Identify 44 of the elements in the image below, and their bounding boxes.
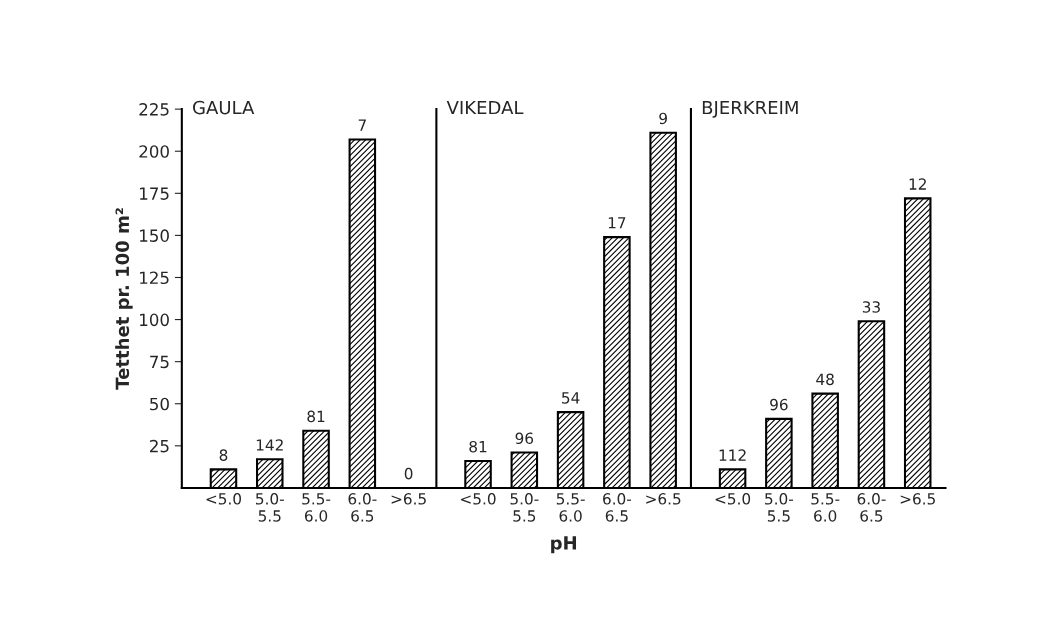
chart-title: BJERKREIM (702, 100, 798, 118)
annotation: 112 (719, 449, 746, 461)
y-axis-title: Tetthet pr. 100 m² (115, 208, 133, 390)
x-tick-label: 6.0- 6.5 (603, 493, 632, 522)
x-tick-label: 5.0- 5.5 (765, 493, 794, 522)
annotation: 81 (469, 440, 487, 453)
x-tick-label: >6.5 (900, 493, 935, 505)
annotation: 12 (909, 178, 926, 190)
x-tick-label: 5.5- 6.0 (811, 493, 840, 522)
x-axis-title: pH (551, 536, 577, 554)
x-tick-label: 5.5- 6.0 (302, 493, 331, 522)
y-tick-label: 150 (140, 229, 169, 242)
x-tick-label: <5.0 (206, 493, 242, 505)
x-tick-label: 5.0- 5.5 (256, 493, 284, 522)
annotation: 81 (307, 410, 325, 423)
y-tick-label: 75 (150, 355, 169, 369)
y-tick-label: 125 (140, 271, 169, 285)
annotation: 9 (659, 112, 667, 125)
x-tick-label: 6.0- 6.5 (348, 493, 377, 522)
annotation: 7 (358, 119, 366, 131)
y-tick-label: 100 (140, 313, 169, 327)
annotation: 142 (256, 439, 283, 451)
y-tick-label: 225 (139, 103, 169, 116)
annotation: 96 (770, 398, 788, 411)
chart-title: VIKEDAL (446, 100, 524, 115)
x-tick-label: 5.5- 6.0 (556, 493, 585, 522)
y-tick-label: 200 (139, 145, 169, 158)
annotation: 0 (404, 467, 413, 480)
annotation: 17 (608, 217, 626, 229)
annotation: 48 (816, 373, 834, 386)
chart-title: GAULA (193, 100, 255, 115)
x-tick-label: 5.0- 5.5 (510, 493, 539, 522)
annotation: 96 (515, 432, 534, 445)
x-tick-label: <5.0 (461, 493, 496, 505)
x-tick-label: 6.0- 6.5 (857, 493, 886, 522)
x-tick-label: <5.0 (715, 493, 751, 505)
x-tick-label: >6.5 (391, 493, 426, 505)
y-tick-label: 175 (140, 187, 169, 200)
x-tick-label: >6.5 (646, 493, 681, 505)
annotation: 54 (562, 392, 580, 404)
annotation: 8 (219, 449, 228, 461)
y-tick-label: 50 (150, 397, 169, 411)
y-tick-label: 25 (150, 439, 169, 453)
annotation: 33 (862, 301, 880, 313)
